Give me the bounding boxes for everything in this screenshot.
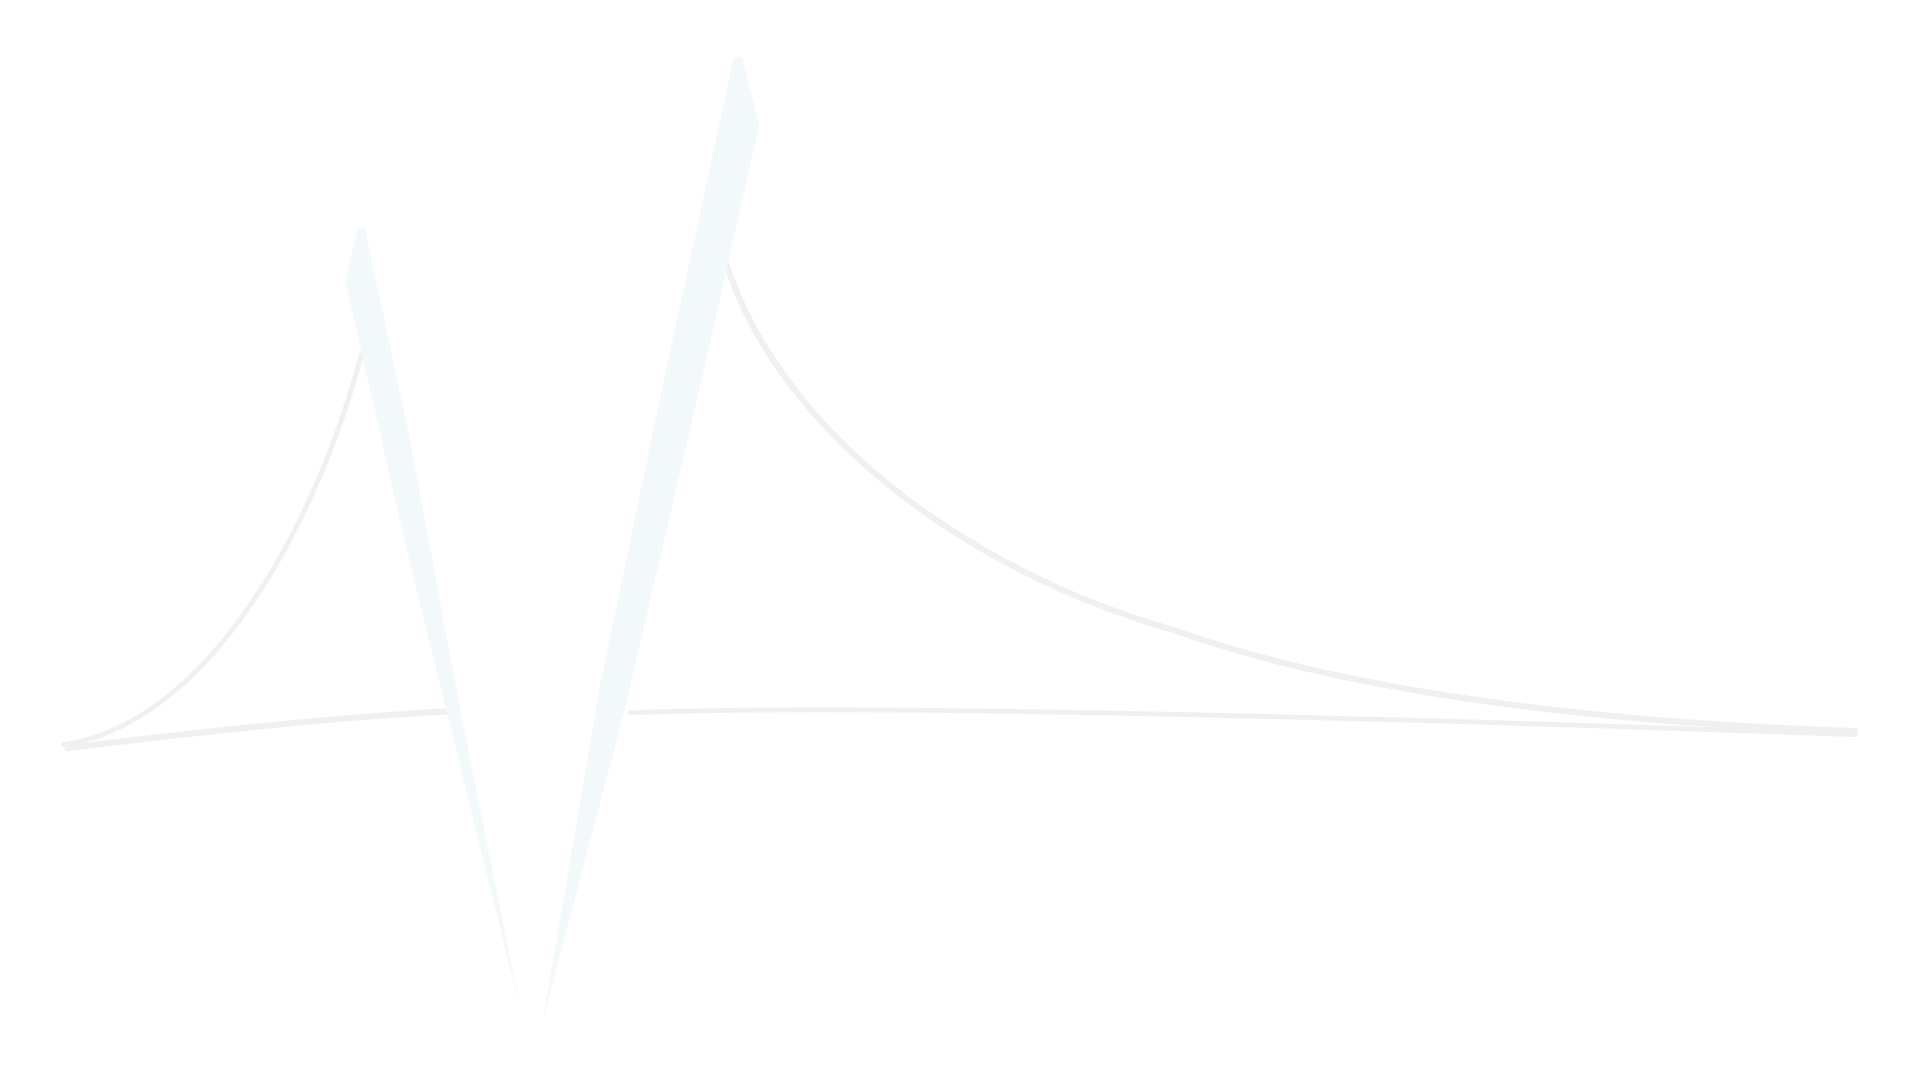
left-arc: [61, 352, 364, 747]
right-spike: [542, 56, 760, 1023]
left-base-line: [64, 708, 450, 752]
right-arc: [723, 260, 1859, 735]
logo-curves: [61, 260, 1859, 752]
logo-spikes: [345, 56, 760, 1023]
right-base-line: [628, 707, 1858, 738]
left-spike: [345, 227, 521, 1011]
